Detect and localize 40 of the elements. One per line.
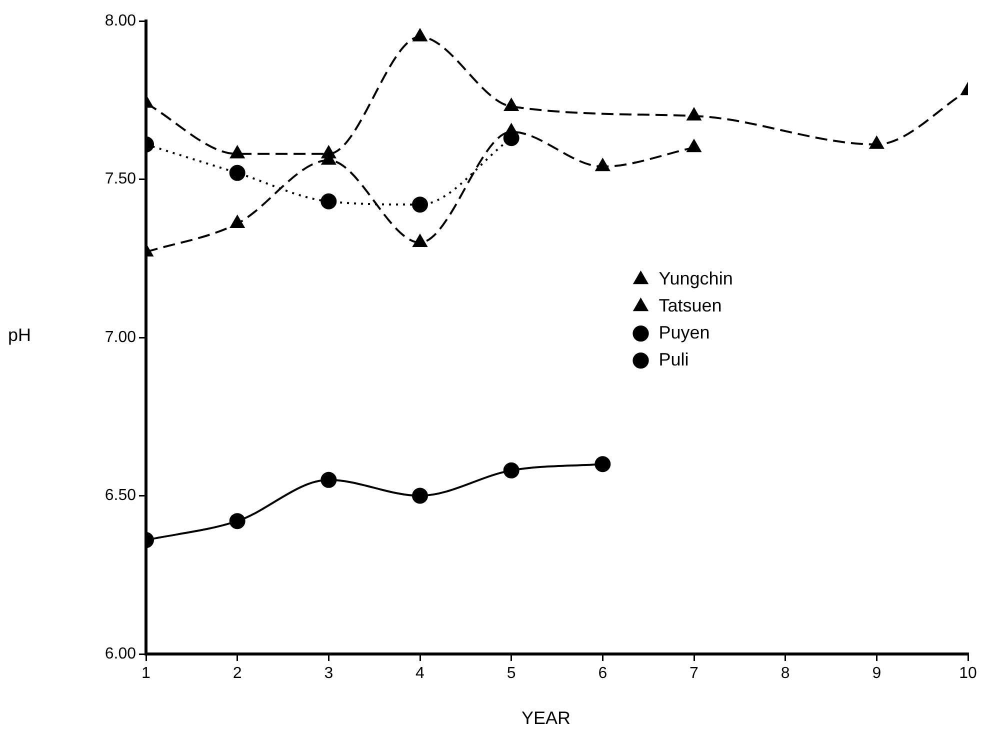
point <box>686 108 702 120</box>
x-tick-label: 4 <box>416 665 425 682</box>
point <box>504 98 518 111</box>
point <box>686 140 702 152</box>
y-tick-label: 8.00 <box>104 12 136 30</box>
legend-label: Yungchin <box>658 268 733 289</box>
point <box>503 462 520 478</box>
point <box>320 472 337 488</box>
legend-label: Tatsuen <box>658 296 722 316</box>
point <box>320 193 337 210</box>
x-tick-label: 9 <box>872 665 882 682</box>
point <box>594 456 611 472</box>
y-tick-label: 6.50 <box>104 487 136 504</box>
point <box>229 513 246 530</box>
point <box>229 164 246 181</box>
point <box>412 234 428 248</box>
point <box>230 216 244 228</box>
point <box>412 28 428 42</box>
x-tick-label: 5 <box>506 665 516 682</box>
x-axis-title: YEAR <box>520 708 572 729</box>
x-tick-label: 2 <box>232 665 242 682</box>
x-tick-label: 10 <box>959 665 977 682</box>
y-tick-label: 7.00 <box>104 328 136 346</box>
point <box>412 196 428 213</box>
x-tick-label: 6 <box>598 665 608 682</box>
point <box>230 146 244 158</box>
legend-label: Puyen <box>658 322 710 343</box>
x-tick-label: 7 <box>690 665 699 682</box>
point <box>596 158 610 172</box>
point <box>504 124 518 136</box>
point <box>322 146 336 158</box>
x-tick-label: 3 <box>324 665 334 682</box>
x-tick-label: 8 <box>780 665 790 682</box>
y-tick-label: 6.00 <box>104 645 136 662</box>
y-tick-label: 7.50 <box>104 170 136 188</box>
point <box>412 488 428 504</box>
legend-label: Puli <box>658 350 689 370</box>
x-tick-label: 1 <box>142 665 151 682</box>
point <box>870 136 884 149</box>
y-axis-title: pH <box>8 325 32 346</box>
